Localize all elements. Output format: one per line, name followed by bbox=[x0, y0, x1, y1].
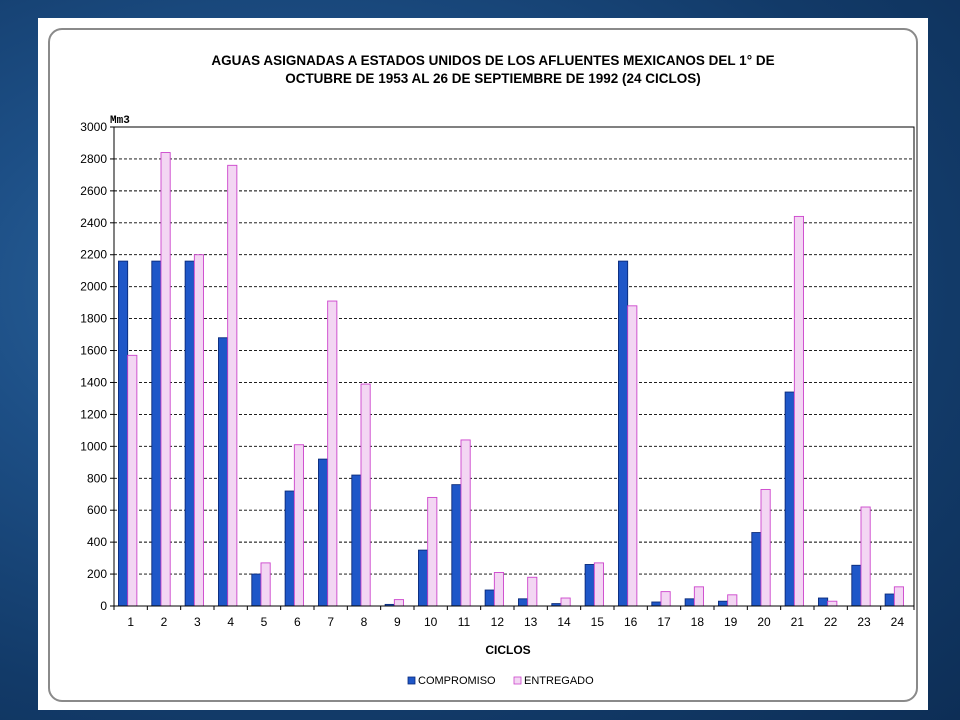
bar-entregado-16 bbox=[627, 305, 638, 607]
bar-entregado-13 bbox=[527, 576, 538, 607]
bar-entregado-21 bbox=[793, 215, 804, 607]
x-tick-label-15: 15 bbox=[591, 615, 605, 629]
y-tick-label-1800: 1800 bbox=[80, 312, 107, 326]
y-tick-label-2600: 2600 bbox=[80, 184, 107, 198]
x-tick-label-22: 22 bbox=[824, 615, 838, 629]
bar-compromiso-19 bbox=[718, 600, 729, 607]
y-tick-label-200: 200 bbox=[87, 567, 107, 581]
x-tick-label-2: 2 bbox=[161, 615, 168, 629]
bar-compromiso-12 bbox=[484, 589, 495, 607]
y-tick-label-1200: 1200 bbox=[80, 407, 107, 421]
bar-compromiso-24 bbox=[884, 593, 895, 607]
bar-entregado-10 bbox=[427, 496, 438, 607]
x-tick-label-8: 8 bbox=[361, 615, 368, 629]
y-tick-label-2400: 2400 bbox=[80, 216, 107, 230]
y-tick-label-3000: 3000 bbox=[80, 120, 107, 134]
x-tick-label-7: 7 bbox=[327, 615, 334, 629]
bar-compromiso-16 bbox=[618, 260, 629, 607]
bar-compromiso-3 bbox=[184, 260, 195, 607]
bar-compromiso-13 bbox=[518, 598, 529, 607]
bar-compromiso-21 bbox=[784, 391, 795, 607]
y-tick-label-0: 0 bbox=[100, 599, 107, 613]
bar-compromiso-7 bbox=[318, 458, 329, 607]
y-tick-label-2000: 2000 bbox=[80, 280, 107, 294]
bar-entregado-7 bbox=[327, 300, 338, 607]
bar-compromiso-10 bbox=[418, 549, 429, 607]
plot-area bbox=[113, 126, 915, 607]
y-tick-label-800: 800 bbox=[87, 471, 107, 485]
bar-entregado-15 bbox=[593, 562, 604, 607]
bar-entregado-8 bbox=[360, 383, 371, 607]
slide-frame: AGUAS ASIGNADAS A ESTADOS UNIDOS DE LOS … bbox=[38, 18, 928, 710]
y-tick-label-2800: 2800 bbox=[80, 152, 107, 166]
bar-compromiso-8 bbox=[351, 474, 362, 607]
bar-entregado-4 bbox=[227, 164, 238, 607]
bar-entregado-9 bbox=[393, 599, 404, 607]
y-tick-label-400: 400 bbox=[87, 535, 107, 549]
legend: COMPROMISO ENTREGADO bbox=[407, 675, 594, 687]
bar-compromiso-5 bbox=[251, 573, 262, 607]
bar-compromiso-1 bbox=[118, 260, 129, 607]
bar-compromiso-23 bbox=[851, 564, 862, 607]
bar-compromiso-18 bbox=[684, 598, 695, 607]
bar-entregado-2 bbox=[160, 152, 171, 607]
y-tick-label-2200: 2200 bbox=[80, 248, 107, 262]
bar-entregado-3 bbox=[193, 254, 204, 607]
x-tick-label-19: 19 bbox=[724, 615, 738, 629]
bar-entregado-5 bbox=[260, 562, 271, 607]
chart-panel: AGUAS ASIGNADAS A ESTADOS UNIDOS DE LOS … bbox=[48, 28, 918, 702]
y-tick-label-1600: 1600 bbox=[80, 344, 107, 358]
y-tick-label-1000: 1000 bbox=[80, 439, 107, 453]
bar-compromiso-11 bbox=[451, 484, 462, 607]
x-tick-label-9: 9 bbox=[394, 615, 401, 629]
bar-entregado-12 bbox=[493, 572, 504, 607]
bar-compromiso-22 bbox=[818, 597, 829, 607]
bar-entregado-20 bbox=[760, 488, 771, 607]
chart-title-line2: OCTUBRE DE 1953 AL 26 DE SEPTIEMBRE DE 1… bbox=[285, 71, 701, 86]
bar-entregado-1 bbox=[127, 354, 138, 607]
legend-label-entregado: ENTREGADO bbox=[524, 675, 594, 687]
bar-chart: AGUAS ASIGNADAS A ESTADOS UNIDOS DE LOS … bbox=[80, 53, 915, 687]
x-tick-label-23: 23 bbox=[857, 615, 871, 629]
bar-compromiso-17 bbox=[651, 601, 662, 607]
bar-entregado-23 bbox=[860, 506, 871, 607]
bar-compromiso-20 bbox=[751, 532, 762, 607]
x-tick-label-13: 13 bbox=[524, 615, 538, 629]
legend-swatch-compromiso bbox=[407, 676, 416, 685]
bar-entregado-14 bbox=[560, 597, 571, 607]
bar-entregado-18 bbox=[693, 586, 704, 607]
x-axis-title: CICLOS bbox=[485, 643, 530, 657]
x-tick-label-1: 1 bbox=[127, 615, 134, 629]
x-tick-label-3: 3 bbox=[194, 615, 201, 629]
x-tick-label-11: 11 bbox=[458, 615, 471, 629]
bar-compromiso-2 bbox=[151, 260, 162, 607]
bar-entregado-19 bbox=[727, 594, 738, 607]
x-tick-label-6: 6 bbox=[294, 615, 301, 629]
bar-entregado-6 bbox=[293, 444, 304, 607]
x-tick-label-24: 24 bbox=[891, 615, 905, 629]
bar-entregado-11 bbox=[460, 439, 471, 607]
x-tick-label-20: 20 bbox=[757, 615, 771, 629]
y-tick-label-1400: 1400 bbox=[80, 375, 107, 389]
x-tick-label-17: 17 bbox=[657, 615, 671, 629]
x-tick-label-16: 16 bbox=[624, 615, 638, 629]
y-tick-label-600: 600 bbox=[87, 503, 107, 517]
x-tick-label-10: 10 bbox=[424, 615, 438, 629]
x-tick-label-21: 21 bbox=[791, 615, 805, 629]
bar-compromiso-15 bbox=[584, 564, 595, 607]
x-tick-label-12: 12 bbox=[491, 615, 505, 629]
legend-label-compromiso: COMPROMISO bbox=[418, 675, 496, 687]
bar-entregado-24 bbox=[893, 586, 904, 607]
y-axis-unit-label: Mm3 bbox=[110, 115, 130, 127]
bar-compromiso-4 bbox=[218, 337, 229, 607]
x-tick-label-14: 14 bbox=[557, 615, 571, 629]
x-tick-label-4: 4 bbox=[227, 615, 234, 629]
bar-entregado-17 bbox=[660, 591, 671, 607]
bar-compromiso-6 bbox=[284, 490, 295, 607]
bar-entregado-22 bbox=[827, 600, 838, 607]
x-tick-label-5: 5 bbox=[261, 615, 268, 629]
legend-swatch-entregado bbox=[513, 676, 522, 685]
chart-title-line1: AGUAS ASIGNADAS A ESTADOS UNIDOS DE LOS … bbox=[211, 53, 774, 68]
x-tick-label-18: 18 bbox=[691, 615, 705, 629]
